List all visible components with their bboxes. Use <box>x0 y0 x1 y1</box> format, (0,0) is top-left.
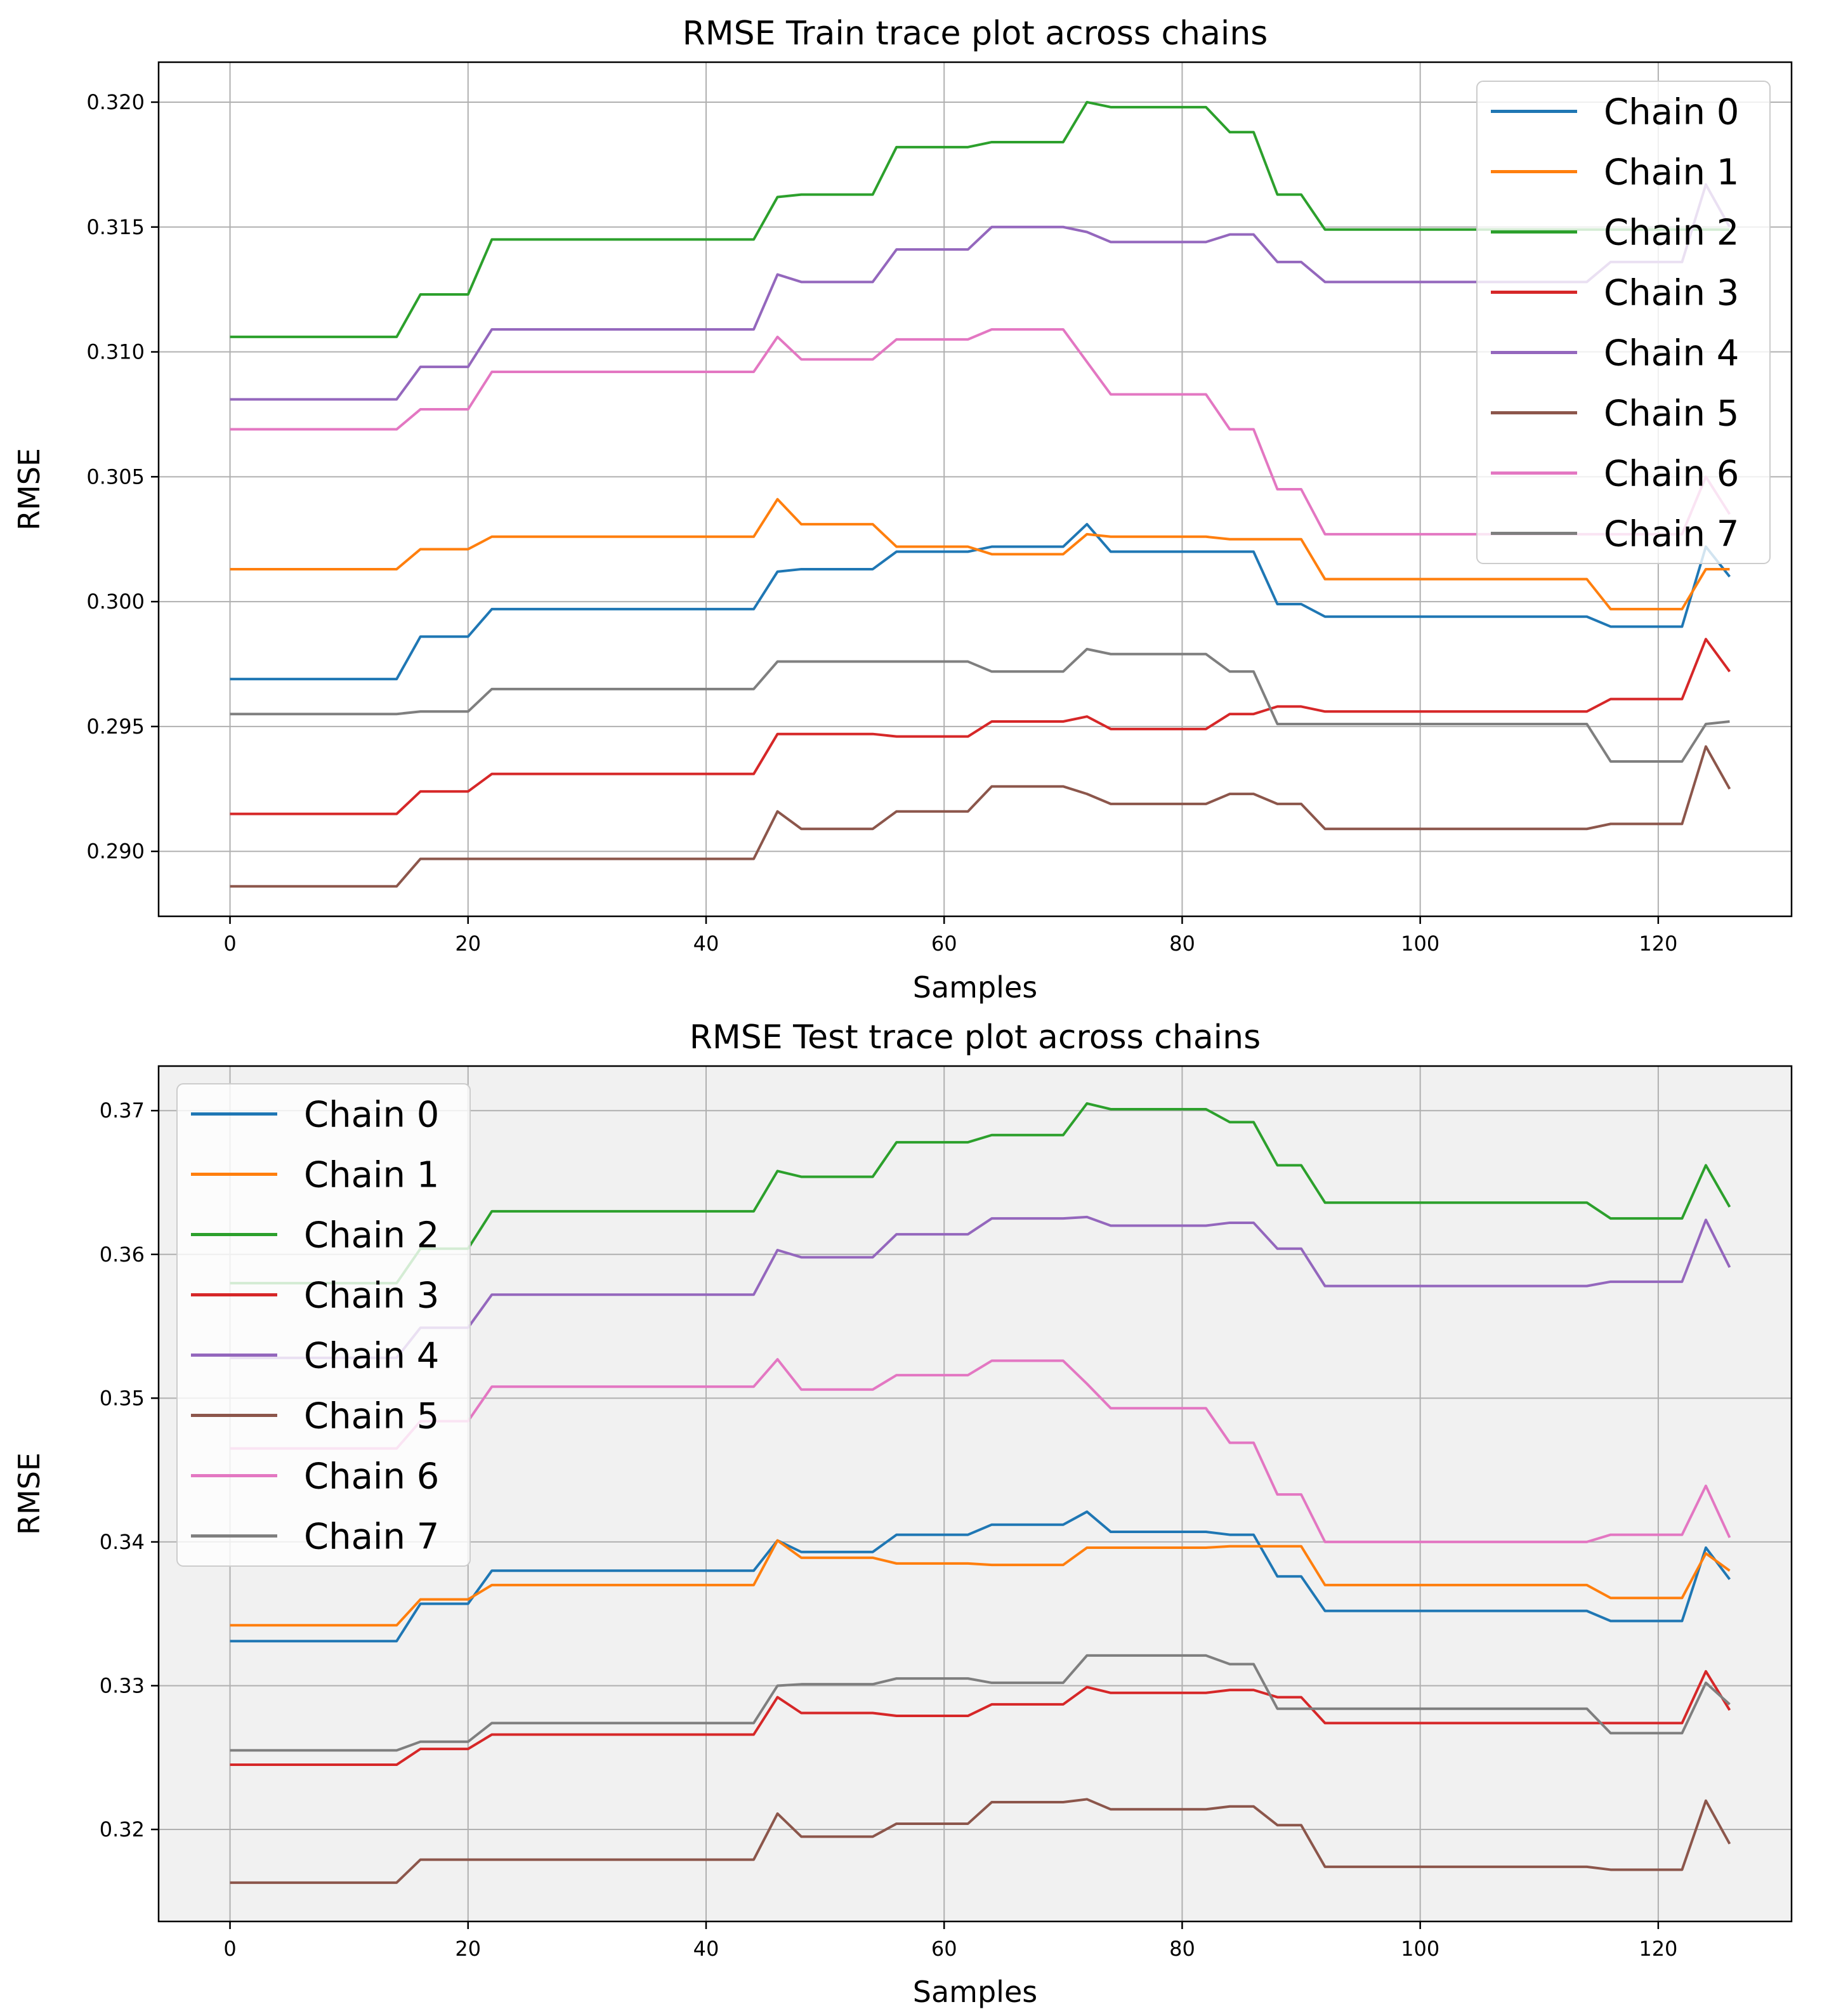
y-axis-label: RMSE <box>12 448 46 530</box>
chart-title: RMSE Train trace plot across chains <box>683 15 1268 53</box>
x-tick-label: 120 <box>1639 932 1677 956</box>
legend-label-chain-5: Chain 5 <box>1604 393 1739 435</box>
series-line-chain-5 <box>230 1798 1731 1884</box>
legend-label-chain-6: Chain 6 <box>304 1456 439 1498</box>
legend-label-chain-7: Chain 7 <box>1604 514 1739 555</box>
x-tick-label: 20 <box>455 932 481 956</box>
legend-label-chain-1: Chain 1 <box>304 1155 439 1196</box>
series-line-chain-6 <box>230 1358 1731 1543</box>
x-tick-label: 20 <box>455 1937 481 1961</box>
series-line-chain-1 <box>230 1539 1731 1627</box>
x-tick-label: 40 <box>693 932 719 956</box>
series-line-chain-0 <box>230 1510 1731 1643</box>
x-tick-label: 0 <box>223 1937 236 1961</box>
legend-box <box>176 1083 471 1567</box>
test-rmse-chart: 0 20 40 60 80 100 120 0.32 0.33 0.34 0.35 0.36 0.37 R… <box>12 1018 1793 2009</box>
legend-label-chain-2: Chain 2 <box>1604 213 1739 254</box>
series-line-chain-7 <box>230 1654 1731 1752</box>
y-tick-label: 0.320 <box>86 90 145 114</box>
legend-label-chain-7: Chain 7 <box>304 1517 439 1558</box>
legend-label-chain-0: Chain 0 <box>304 1095 439 1136</box>
series-line-chain-2 <box>230 1102 1731 1285</box>
x-tick-label: 100 <box>1401 1937 1439 1961</box>
legend-label-chain-3: Chain 3 <box>1604 273 1739 314</box>
series-line-chain-1 <box>230 497 1730 610</box>
y-axis-label: RMSE <box>12 1453 46 1535</box>
legend-label-chain-2: Chain 2 <box>304 1215 439 1256</box>
series-line-chain-5 <box>230 745 1731 888</box>
x-tick-label: 60 <box>931 1937 957 1961</box>
legend-label-chain-0: Chain 0 <box>1604 92 1739 133</box>
y-tick-label: 0.35 <box>100 1386 145 1410</box>
x-tick-label: 40 <box>693 1937 719 1961</box>
x-tick-label: 0 <box>223 932 236 956</box>
y-tick-label: 0.33 <box>100 1673 145 1697</box>
y-tick-label: 0.295 <box>86 715 145 739</box>
legend: Chain 0 Chain 1 Chain 2 Chain 3 Chain 4 Chain… <box>176 1083 471 1567</box>
x-axis-label: Samples <box>913 1975 1037 2009</box>
legend-label-chain-4: Chain 4 <box>304 1336 439 1377</box>
y-tick-label: 0.32 <box>100 1817 145 1841</box>
axes-frame <box>157 61 1793 918</box>
series-line-chain-3 <box>230 1670 1731 1767</box>
x-axis-label: Samples <box>913 970 1037 1005</box>
series-line-chain-7 <box>230 647 1730 763</box>
y-tick-label: 0.315 <box>86 215 145 239</box>
y-tick-label: 0.290 <box>86 840 145 864</box>
y-tick-label: 0.37 <box>100 1098 145 1123</box>
series-line-chain-4 <box>230 1215 1731 1359</box>
y-tick-label: 0.310 <box>86 340 145 364</box>
train-rmse-chart: 0 20 40 60 80 100 120 0.290 0.295 0.300 0.305 0.310… <box>12 15 1793 1005</box>
chart-title: RMSE Test trace plot across chains <box>690 1018 1261 1057</box>
x-tick-label: 60 <box>931 932 957 956</box>
legend-box <box>1476 81 1771 564</box>
legend: Chain 0 Chain 1 Chain 2 Chain 3 Chain 4 Chain… <box>1476 81 1771 564</box>
legend-label-chain-4: Chain 4 <box>1604 333 1739 374</box>
legend-label-chain-1: Chain 1 <box>1604 152 1739 194</box>
legend-label-chain-6: Chain 6 <box>1604 454 1739 495</box>
axes-frame <box>157 1065 1793 1923</box>
x-tick-label: 120 <box>1639 1937 1677 1961</box>
y-tick-label: 0.300 <box>86 590 145 614</box>
y-tick-label: 0.34 <box>100 1530 145 1554</box>
y-tick-label: 0.305 <box>86 464 145 489</box>
y-tick-label: 0.36 <box>100 1242 145 1267</box>
x-tick-label: 80 <box>1169 932 1195 956</box>
x-tick-label: 100 <box>1401 932 1439 956</box>
legend-label-chain-3: Chain 3 <box>304 1275 439 1317</box>
series-line-chain-3 <box>230 638 1731 815</box>
legend-label-chain-5: Chain 5 <box>304 1396 439 1437</box>
x-tick-label: 80 <box>1169 1937 1195 1961</box>
